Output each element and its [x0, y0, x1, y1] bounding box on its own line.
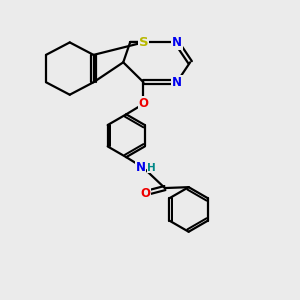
Text: N: N — [172, 76, 182, 89]
Text: O: O — [140, 187, 151, 200]
Text: N: N — [136, 161, 146, 174]
Text: H: H — [147, 163, 156, 173]
Text: N: N — [172, 36, 182, 49]
Text: O: O — [139, 98, 148, 110]
Text: S: S — [139, 36, 148, 49]
